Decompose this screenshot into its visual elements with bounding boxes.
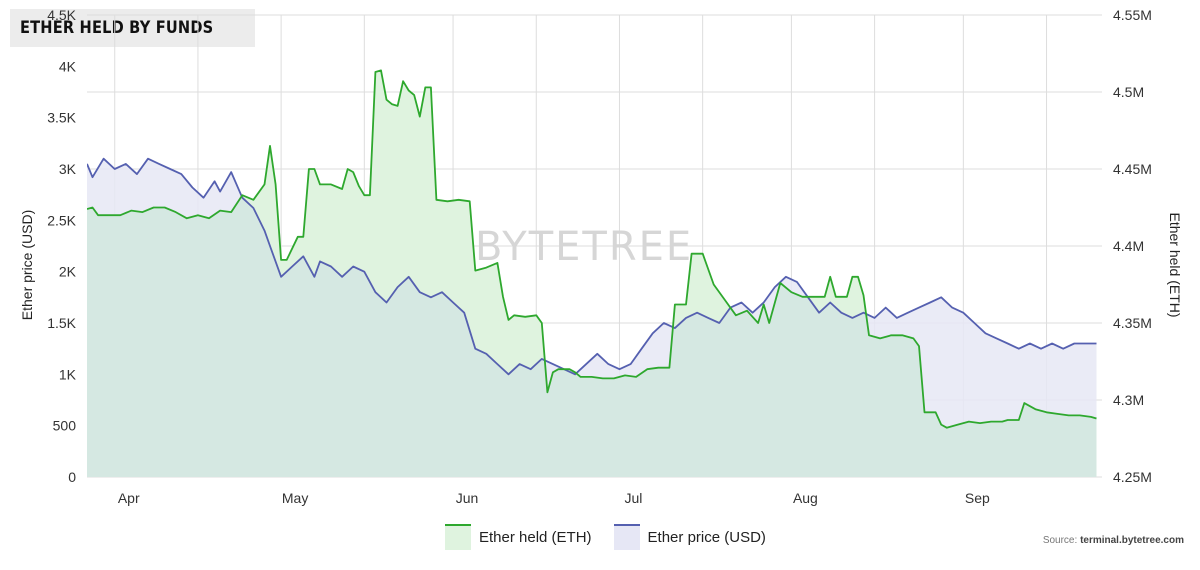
left-tick-label: 3K xyxy=(59,161,77,177)
series-lines xyxy=(87,69,1097,429)
x-tick-label: Jul xyxy=(625,490,643,506)
left-tick-label: 1K xyxy=(59,366,77,382)
right-tick-label: 4.45M xyxy=(1113,161,1152,177)
legend-swatch-held xyxy=(445,524,471,550)
right-tick-label: 4.55M xyxy=(1113,7,1152,23)
right-tick-label: 4.25M xyxy=(1113,469,1152,485)
x-tick-label: Sep xyxy=(965,490,990,506)
x-tick-label: Aug xyxy=(793,490,818,506)
source-note: Source: terminal.bytetree.com xyxy=(1043,535,1184,546)
source-site: terminal.bytetree.com xyxy=(1080,535,1184,546)
left-tick-label: 1.5K xyxy=(47,315,76,331)
right-axis-label: Ether held (ETH) xyxy=(1167,212,1183,317)
left-axis-label: Ether price (USD) xyxy=(19,210,35,320)
right-axis-ticks: 4.25M 4.3M 4.35M 4.4M 4.45M 4.5M 4.55M xyxy=(1113,7,1152,485)
left-tick-label: 4.5K xyxy=(47,7,76,23)
legend-swatch-price xyxy=(613,524,640,550)
price-line xyxy=(87,157,1097,376)
x-tick-label: Jun xyxy=(456,490,479,506)
bytetree-watermark: BYTETREE xyxy=(475,224,693,270)
left-tick-label: 3.5K xyxy=(47,110,76,126)
right-tick-label: 4.35M xyxy=(1113,315,1152,331)
legend-label-price: Ether price (USD) xyxy=(647,528,766,546)
legend-item-held[interactable]: Ether held (ETH) xyxy=(445,524,592,550)
x-axis-ticks: Apr May Jun Jul Aug Sep xyxy=(118,490,990,506)
left-tick-label: 500 xyxy=(53,418,77,434)
legend-label-held: Ether held (ETH) xyxy=(479,528,592,546)
left-tick-label: 2.5K xyxy=(47,212,76,228)
right-tick-label: 4.3M xyxy=(1113,392,1144,408)
source-prefix: Source: xyxy=(1042,535,1081,546)
left-tick-label: 4K xyxy=(59,58,77,74)
legend: Ether held (ETH) Ether price (USD) xyxy=(445,524,766,550)
x-tick-label: May xyxy=(282,490,308,506)
area-fills xyxy=(87,70,1097,477)
legend-item-price[interactable]: Ether price (USD) xyxy=(613,524,766,550)
right-tick-label: 4.4M xyxy=(1113,238,1144,254)
x-tick-label: Apr xyxy=(118,490,140,506)
left-tick-label: 2K xyxy=(59,264,77,280)
left-axis-ticks: 0 500 1K 1.5K 2K 2.5K 3K 3.5K 4K 4.5K xyxy=(47,7,76,485)
left-tick-label: 0 xyxy=(68,469,76,485)
chart-title: ETHER HELD BY FUNDS xyxy=(20,18,214,38)
overlap-area xyxy=(87,158,1097,477)
held-line xyxy=(87,69,1097,429)
right-tick-label: 4.5M xyxy=(1113,84,1144,100)
